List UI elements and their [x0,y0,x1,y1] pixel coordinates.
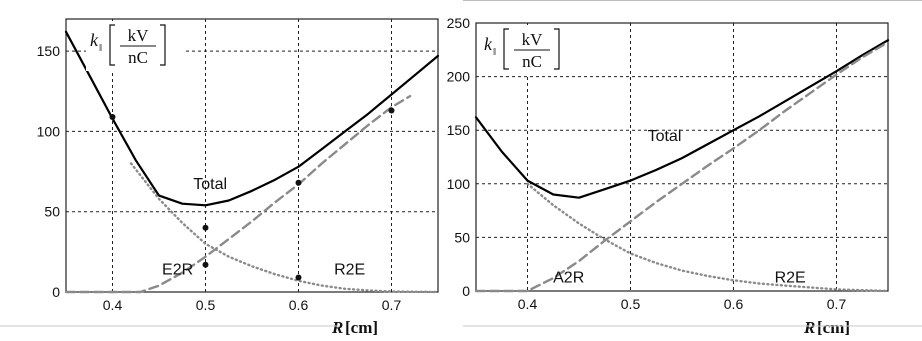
unit-bracket-left [503,28,509,70]
chart-left: 0.4 0.5 0.6 0.7 0 50 100 150 Total E2R R2E k ‖ kV nC R[… [37,18,440,337]
y-tick-label: 100 [37,123,61,139]
unit-numerator: kV [522,30,544,49]
x-axis-label: R [803,318,815,337]
y-tick-label: 0 [52,284,60,300]
y-tick-label: 150 [447,122,471,138]
unit-bracket-right [554,28,560,70]
series-line-total [64,30,440,207]
x-tick-label: 0.5 [621,296,641,312]
data-point [202,224,209,231]
annotation-label: R2E [775,269,806,286]
unit-bracket-left [109,24,115,66]
series-line-a2r [474,41,890,293]
x-tick-label: 0.6 [724,296,744,312]
x-axis-label-unit: [cm] [817,318,850,337]
chart-right: 0.4 0.5 0.6 0.7 0 50 100 150 200 250 Total A2R R2E k ‖… [447,15,890,337]
y-axis-label: k [484,34,493,54]
x-tick-label: 0.7 [827,296,847,312]
x-tick-label: 0.5 [196,297,216,313]
x-tick-label: 0.4 [103,297,123,313]
y-tick-label: 250 [447,15,471,31]
y-tick-label: 200 [447,69,471,85]
y-tick-label: 50 [454,229,470,245]
y-tick-label: 50 [44,204,60,220]
annotation-label: R2E [334,261,365,278]
x-axis-label-unit: [cm] [345,318,378,337]
annotation-label: A2R [553,269,584,286]
y-tick-label: 150 [37,43,61,59]
series-line-total [474,39,890,199]
x-tick-label: 0.6 [289,297,309,313]
series-line-e2r [129,162,440,294]
unit-numerator: kV [128,26,150,45]
y-axis-label-subscript: ‖ [493,46,496,58]
series-line-r2e [526,182,890,293]
annotation-label: Total [193,176,227,193]
annotation-label: Total [648,128,682,145]
data-point [295,179,302,186]
y-axis-label-subscript: ‖ [99,42,102,54]
data-point [295,274,302,281]
annotation-label: E2R [162,261,193,278]
data-point [388,107,395,114]
unit-denominator: nC [522,52,542,71]
x-tick-label: 0.4 [518,296,538,312]
y-axis-label: k [90,30,99,50]
data-point [202,261,209,268]
x-axis-label: R [331,318,343,337]
y-tick-label: 0 [462,283,470,299]
plot-frame [65,18,439,293]
y-tick-label: 100 [447,176,471,192]
plot-frame [475,22,889,292]
x-tick-label: 0.7 [382,297,402,313]
data-point [109,113,116,120]
unit-denominator: nC [128,48,148,67]
unit-bracket-right [160,24,166,66]
series-line-r2e [64,94,412,294]
